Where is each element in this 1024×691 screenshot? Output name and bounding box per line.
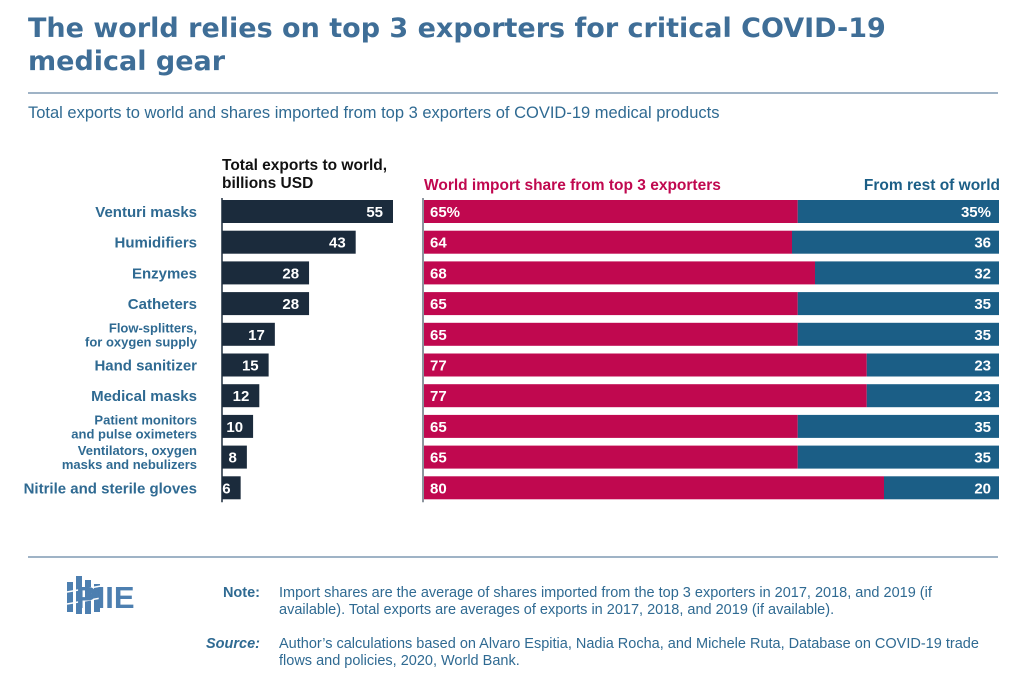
top3-share-label: 65 [430, 296, 447, 313]
exports-bar [222, 476, 241, 500]
rest-share-label: 36 [974, 235, 991, 252]
category-label: Medical masks [91, 388, 197, 405]
rest-share-label: 35 [974, 296, 991, 313]
rest-share-bar [884, 476, 999, 500]
category-label-line: masks and nebulizers [62, 457, 197, 472]
rest-share-bar [797, 414, 999, 438]
rest-share-label: 23 [974, 388, 991, 405]
rest-share-bar [866, 353, 999, 377]
top3-share-bar [424, 322, 798, 346]
category-label-line: for oxygen supply [85, 334, 198, 349]
top3-share-label: 68 [430, 265, 447, 282]
exports-value-label: 10 [226, 419, 243, 436]
category-label-line: Flow-splitters, [109, 320, 197, 335]
rest-header: From rest of world [863, 177, 1000, 194]
piie-logo-text: PIIE [76, 580, 135, 615]
exports-bar [222, 322, 275, 346]
rest-share-label: 35 [974, 327, 991, 344]
rest-share-bar [797, 292, 999, 316]
source-label: Source: [206, 636, 260, 652]
exports-bar [222, 445, 247, 469]
exports-bar [222, 414, 254, 438]
top3-share-label: 65% [430, 204, 460, 221]
rest-share-bar [792, 230, 999, 254]
category-label: Humidifiers [114, 235, 197, 252]
exports-value-label: 6 [222, 480, 230, 497]
exports-bar [222, 230, 356, 254]
exports-value-label: 28 [282, 296, 299, 313]
note-label: Note: [222, 585, 260, 601]
top3-header: World import share from top 3 exporters [424, 177, 721, 194]
category-label: Hand sanitizer [94, 358, 197, 375]
exports-value-label: 8 [229, 450, 237, 467]
exports-bar [222, 353, 269, 377]
exports-value-label: 17 [248, 327, 265, 344]
rest-share-label: 35% [961, 204, 991, 221]
top3-share-bar [424, 292, 798, 316]
exports-bar [222, 200, 393, 223]
exports-value-label: 43 [329, 235, 346, 252]
chart-subtitle: Total exports to world and shares import… [28, 104, 720, 122]
top3-share-bar [424, 261, 815, 285]
category-label-line: and pulse oximeters [71, 426, 197, 441]
exports-header-line1: Total exports to world, [222, 157, 388, 174]
top3-share-bar [424, 384, 867, 408]
category-label-line: Ventilators, oxygen [78, 443, 197, 458]
top3-share-label: 64 [430, 235, 447, 252]
rest-share-bar [797, 200, 999, 223]
top3-share-label: 77 [430, 388, 447, 405]
top3-share-label: 65 [430, 419, 447, 436]
exports-value-label: 28 [282, 265, 299, 282]
category-label: Venturi masks [95, 204, 197, 221]
rest-share-bar [797, 322, 999, 346]
source-text: Author’s calculations based on Alvaro Es… [279, 636, 979, 669]
top3-share-bar [424, 414, 798, 438]
piie-logo-icon [66, 576, 102, 614]
exports-header-line2: billions USD [222, 175, 314, 192]
top3-share-bar [424, 200, 798, 223]
top3-share-bar [424, 445, 798, 469]
category-label: Catheters [128, 296, 197, 313]
rest-share-bar [815, 261, 999, 285]
exports-bar [222, 292, 310, 316]
rest-share-label: 20 [974, 480, 991, 497]
top3-share-label: 80 [430, 480, 447, 497]
exports-bar [222, 261, 310, 285]
top3-share-label: 77 [430, 358, 447, 375]
exports-value-label: 55 [366, 204, 383, 221]
top3-share-bar [424, 230, 792, 254]
rest-share-bar [797, 445, 999, 469]
chart-title: The world relies on top 3 exporters for … [28, 13, 886, 77]
top3-share-bar [424, 476, 884, 500]
category-label: Nitrile and sterile gloves [24, 480, 197, 497]
top3-share-bar [424, 353, 867, 377]
rest-share-label: 23 [974, 358, 991, 375]
note-text: Import shares are the average of shares … [279, 585, 932, 618]
exports-value-label: 15 [242, 358, 259, 375]
rest-share-label: 32 [974, 265, 991, 282]
top3-share-label: 65 [430, 450, 447, 467]
category-label: Enzymes [132, 265, 197, 282]
top3-share-label: 65 [430, 327, 447, 344]
category-label-line: Patient monitors [94, 412, 197, 427]
rest-share-bar [866, 384, 999, 408]
exports-header: Total exports to world, billions USD [222, 157, 387, 193]
rest-share-label: 35 [974, 419, 991, 436]
rest-share-label: 35 [974, 450, 991, 467]
exports-bar [222, 384, 260, 408]
exports-value-label: 12 [233, 388, 250, 405]
title-divider [28, 92, 998, 94]
footer-divider [28, 556, 998, 558]
